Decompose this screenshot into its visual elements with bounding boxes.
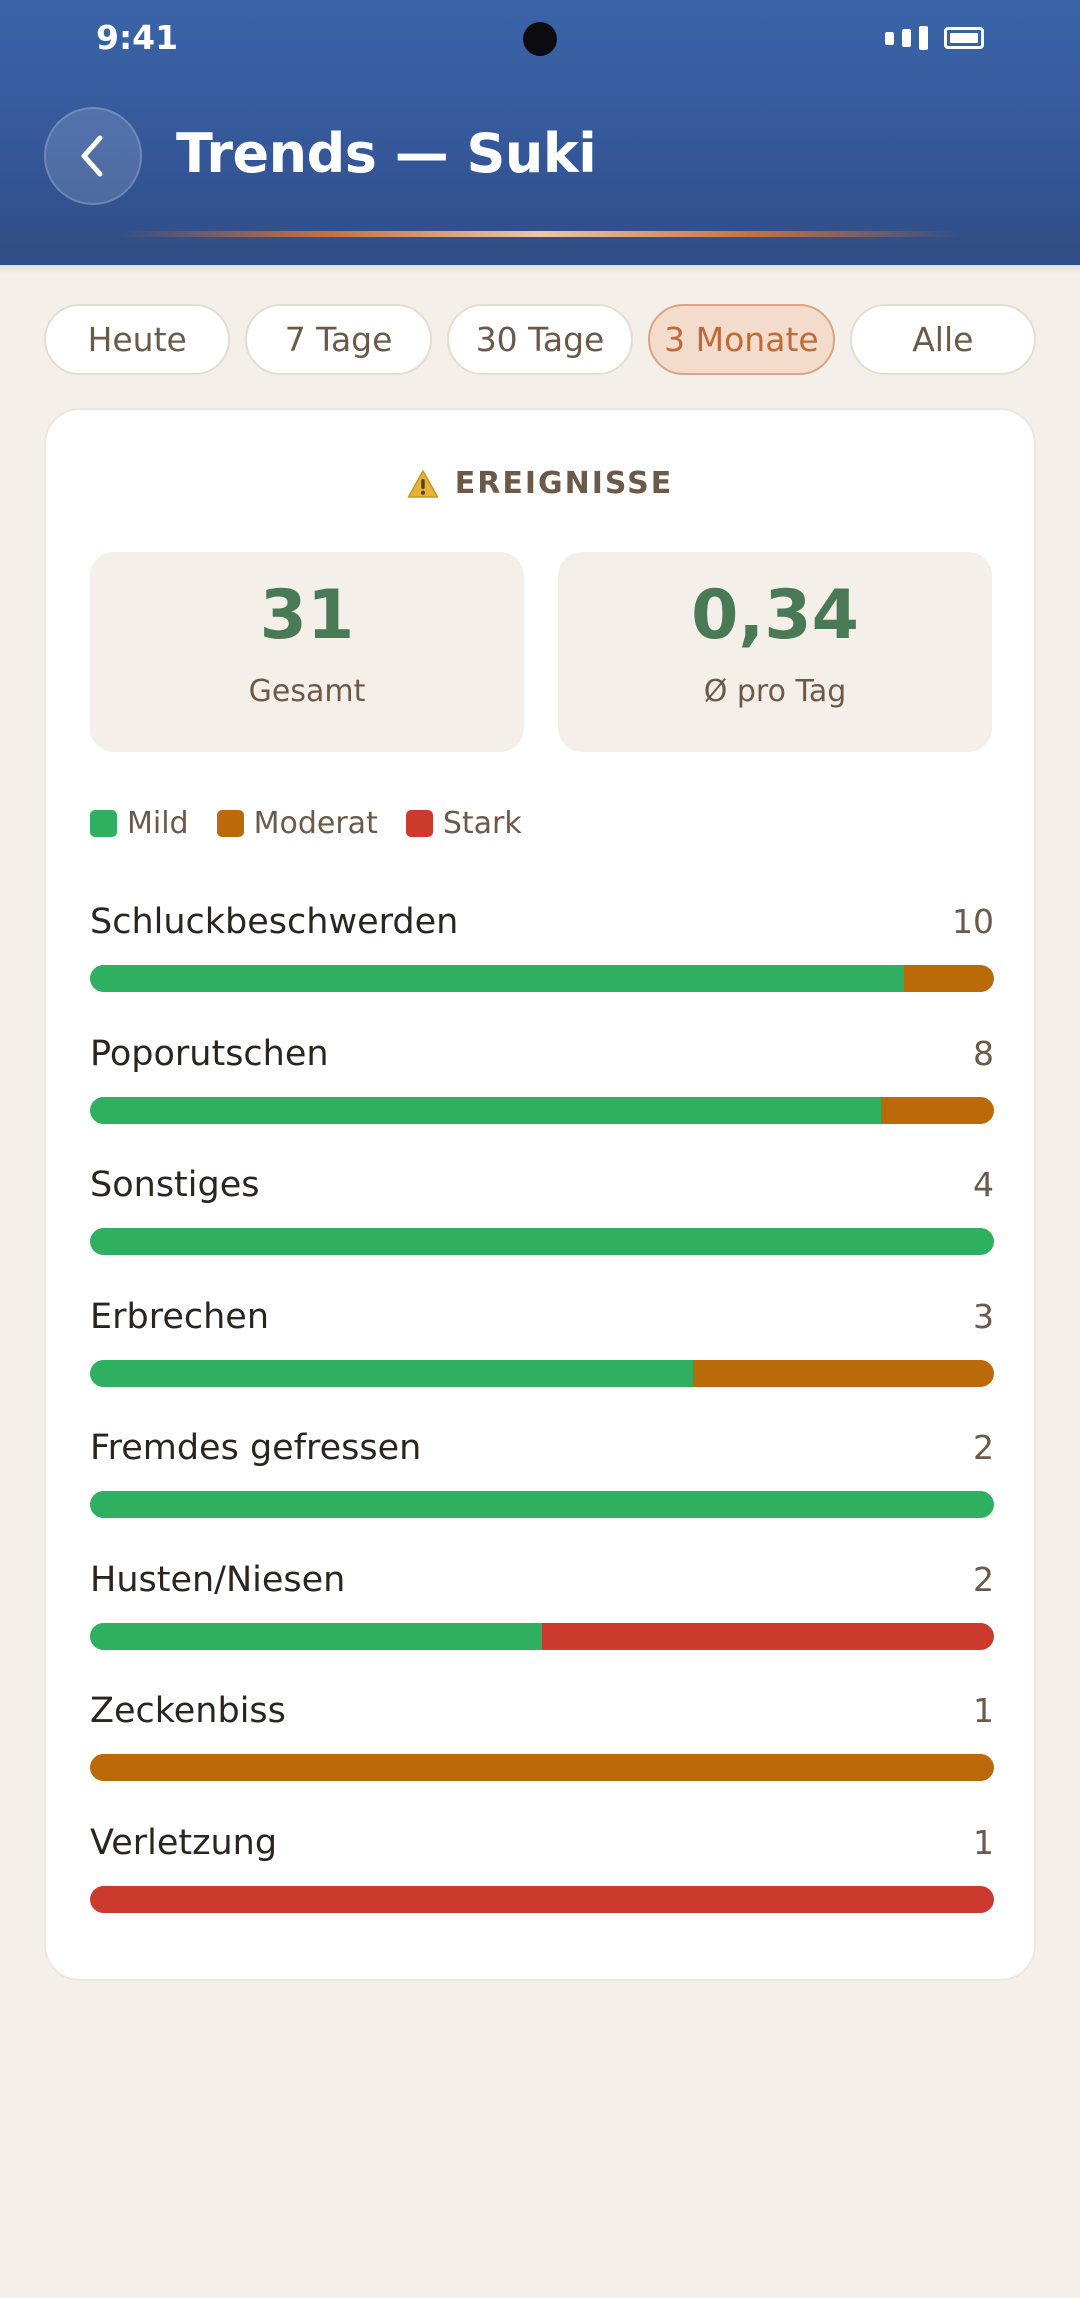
severity-segment-moderat (903, 965, 994, 992)
legend-item-mild: Mild (90, 806, 189, 841)
severity-bar (90, 1885, 994, 1913)
events-card: EREIGNISSE 31 Gesamt 0,34 Ø pro Tag Mild… (44, 408, 1036, 1981)
event-label: Husten/Niesen (90, 1559, 346, 1600)
chevron-left-icon (81, 135, 103, 177)
event-label: Sonstiges (90, 1165, 260, 1205)
battery-icon (944, 27, 984, 49)
tab-heute[interactable]: Heute (44, 304, 231, 375)
event-list: Schluckbeschwerden 10 Poporutschen 8 Son… (90, 902, 994, 1954)
event-row: Fremdes gefressen 2 (90, 1428, 994, 1560)
camera-cutout (523, 22, 557, 56)
event-row: Erbrechen 3 (90, 1297, 994, 1429)
event-label: Verletzung (90, 1822, 278, 1863)
stat-average-value: 0,34 (691, 576, 859, 655)
stat-average-label: Ø pro Tag (703, 674, 847, 709)
event-label: Fremdes gefressen (90, 1428, 422, 1468)
severity-segment-mild (90, 1491, 994, 1518)
tab-3-monate[interactable]: 3 Monate (648, 304, 835, 375)
event-count: 3 (973, 1296, 994, 1336)
section-header: EREIGNISSE (46, 466, 1034, 501)
legend-swatch-mild (90, 810, 117, 837)
tab-alle[interactable]: Alle (849, 304, 1037, 375)
event-label: Zeckenbiss (90, 1691, 286, 1731)
page-title: Trends — Suki (176, 122, 597, 185)
severity-bar (90, 1622, 994, 1650)
status-icons (885, 26, 984, 50)
severity-segment-mild (90, 1622, 542, 1650)
severity-bar (90, 1228, 994, 1255)
legend-swatch-stark (405, 810, 433, 837)
severity-bar (90, 1359, 994, 1387)
stat-total-label: Gesamt (248, 674, 366, 709)
event-label: Poporutschen (90, 1033, 329, 1074)
legend-label-moderat: Moderat (253, 806, 378, 841)
event-row: Sonstiges 4 (90, 1165, 994, 1297)
severity-segment-moderat (692, 1359, 994, 1387)
event-row: Husten/Niesen 2 (90, 1560, 994, 1692)
severity-segment-mild (90, 965, 904, 992)
event-count: 2 (973, 1559, 994, 1599)
signal-bar-icon (902, 29, 911, 47)
period-tabs: Heute 7 Tage 30 Tage 3 Monate Alle (44, 304, 1037, 375)
stat-average: 0,34 Ø pro Tag (558, 552, 992, 752)
severity-segment-moderat (90, 1754, 994, 1781)
event-label: Erbrechen (90, 1296, 270, 1337)
event-count: 1 (973, 1691, 994, 1730)
warning-icon (407, 469, 438, 498)
event-count: 1 (973, 1822, 994, 1862)
severity-segment-mild (90, 1359, 693, 1387)
severity-bar (90, 965, 994, 992)
event-row: Zeckenbiss 1 (90, 1691, 994, 1823)
tab-7-tage[interactable]: 7 Tage (245, 304, 432, 375)
tab-30-tage[interactable]: 30 Tage (446, 304, 634, 375)
severity-segment-mild (90, 1096, 881, 1124)
stat-total: 31 Gesamt (90, 552, 524, 752)
back-button[interactable] (44, 107, 142, 205)
signal-bar-icon (919, 26, 928, 50)
signal-icon (885, 31, 894, 45)
severity-bar (90, 1754, 994, 1781)
severity-segment-stark (542, 1622, 994, 1650)
severity-legend: Mild Moderat Stark (90, 806, 522, 841)
severity-segment-mild (90, 1228, 994, 1255)
legend-label-stark: Stark (442, 806, 522, 841)
event-count: 2 (973, 1428, 994, 1467)
event-row: Schluckbeschwerden 10 (90, 902, 994, 1034)
legend-item-moderat: Moderat (216, 806, 378, 841)
severity-bar (90, 1491, 994, 1518)
legend-item-stark: Stark (405, 806, 522, 841)
event-count: 8 (973, 1033, 994, 1073)
header-shadow (0, 235, 1080, 275)
severity-bar (90, 1096, 994, 1124)
header-accent-line (120, 231, 960, 237)
event-row: Verletzung 1 (90, 1823, 994, 1955)
event-count: 10 (952, 902, 994, 941)
event-row: Poporutschen 8 (90, 1034, 994, 1166)
severity-segment-moderat (881, 1096, 994, 1124)
severity-segment-stark (90, 1885, 994, 1913)
stat-total-value: 31 (259, 576, 355, 655)
event-label: Schluckbeschwerden (90, 902, 459, 942)
event-count: 4 (973, 1165, 994, 1204)
legend-swatch-moderat (216, 810, 244, 837)
section-title: EREIGNISSE (454, 466, 674, 501)
legend-label-mild: Mild (127, 806, 189, 841)
status-time: 9:41 (96, 18, 179, 57)
